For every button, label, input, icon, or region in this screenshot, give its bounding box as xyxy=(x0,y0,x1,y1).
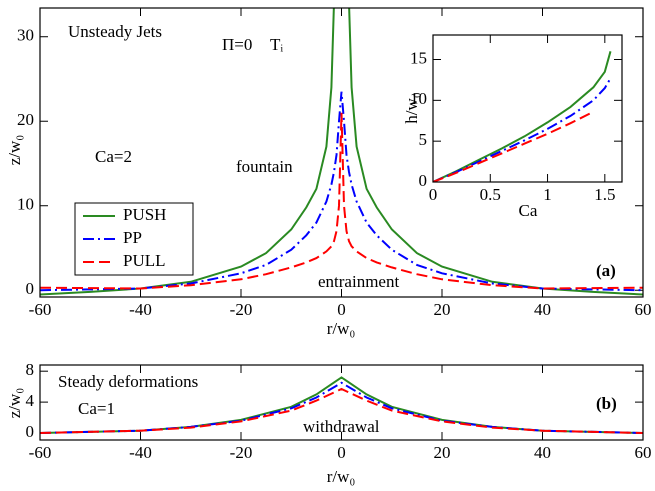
annotation: Ca=1 xyxy=(78,399,115,418)
x-tick-label: -60 xyxy=(29,443,52,462)
annotation: withdrawal xyxy=(303,417,380,436)
annotation: (a) xyxy=(596,261,616,280)
y-tick-label: 5 xyxy=(419,130,428,149)
y-tick-label: 0 xyxy=(419,171,428,190)
x-tick-label: 1.5 xyxy=(594,185,615,204)
annotation: Ca=2 xyxy=(95,147,132,166)
plot-frame xyxy=(432,34,623,183)
x-tick-label: 0 xyxy=(429,185,438,204)
y-tick-label: 4 xyxy=(26,391,35,410)
x-tick-label: 60 xyxy=(635,443,652,462)
x-tick-label: -60 xyxy=(29,300,52,319)
x-tick-label: 0 xyxy=(337,443,346,462)
x-tick-label: 40 xyxy=(534,443,551,462)
x-tick-label: 20 xyxy=(434,443,451,462)
x-tick-label: 60 xyxy=(635,300,652,319)
series-line xyxy=(40,387,643,434)
x-tick-label: 40 xyxy=(534,300,551,319)
plot-area xyxy=(433,35,622,182)
annotation: Tᵢ xyxy=(270,35,283,54)
x-tick-label: 20 xyxy=(434,300,451,319)
series-line xyxy=(433,110,594,182)
x-tick-label: 0.5 xyxy=(480,185,501,204)
series-line xyxy=(40,112,643,290)
y-tick-label: 8 xyxy=(26,360,35,379)
panel-title: Unsteady Jets xyxy=(68,22,162,41)
y-tick-label: 10 xyxy=(17,195,34,214)
x-tick-label: -20 xyxy=(230,443,253,462)
y-tick-label: 0 xyxy=(26,422,35,441)
annotation: fountain xyxy=(236,157,293,176)
y-tick-label: 30 xyxy=(17,26,34,45)
y-tick-label: 0 xyxy=(26,279,35,298)
plot-frame xyxy=(39,364,644,441)
x-tick-label: -40 xyxy=(129,300,152,319)
x-tick-label: 1 xyxy=(543,185,552,204)
x-tick-label: -20 xyxy=(230,300,253,319)
x-axis-label: r/w₀ xyxy=(327,319,356,338)
x-axis-label: Ca xyxy=(519,201,538,220)
y-axis-label: z/w₀ xyxy=(5,135,24,166)
x-tick-label: -40 xyxy=(129,443,152,462)
series-line xyxy=(433,77,612,182)
x-axis-label: r/w₀ xyxy=(327,467,356,486)
annotation: Π=0 xyxy=(222,35,252,54)
y-axis-label: z/w₀ xyxy=(5,388,24,419)
y-axis-label: h/w₀ xyxy=(402,92,421,124)
y-tick-label: 20 xyxy=(17,110,34,129)
x-tick-label: 0 xyxy=(337,300,346,319)
legend-label: PULL xyxy=(123,251,166,270)
annotation: entrainment xyxy=(318,272,399,291)
legend-label: PP xyxy=(123,228,142,247)
y-tick-label: 10 xyxy=(410,89,427,108)
y-tick-label: 15 xyxy=(410,48,427,67)
annotation: (b) xyxy=(596,394,617,413)
series-line xyxy=(40,91,643,292)
series-line xyxy=(433,51,612,182)
legend-label: PUSH xyxy=(123,205,166,224)
panel-title: Steady deformations xyxy=(58,372,198,391)
plot-frame xyxy=(39,7,644,298)
